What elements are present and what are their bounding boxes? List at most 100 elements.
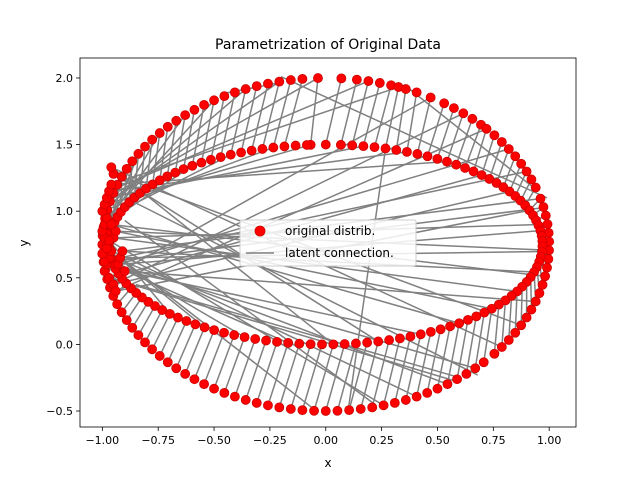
data-point xyxy=(490,131,499,140)
data-point xyxy=(413,149,422,158)
data-point xyxy=(262,336,271,345)
latent-connection-line xyxy=(314,344,333,410)
data-point xyxy=(206,155,215,164)
data-point xyxy=(128,157,137,166)
data-point xyxy=(461,163,470,172)
data-point xyxy=(511,328,520,337)
data-point xyxy=(329,340,338,349)
data-point xyxy=(275,77,284,86)
data-point xyxy=(141,338,150,347)
data-point xyxy=(148,345,157,354)
data-point xyxy=(412,392,421,401)
data-point xyxy=(258,144,267,153)
data-point xyxy=(479,358,488,367)
latent-connection-line xyxy=(204,333,224,384)
data-point xyxy=(535,289,544,298)
data-point xyxy=(395,334,404,343)
data-point xyxy=(363,338,372,347)
data-point xyxy=(541,272,550,281)
data-point xyxy=(241,85,250,94)
data-point xyxy=(241,395,250,404)
data-point xyxy=(348,141,357,150)
data-point xyxy=(155,351,164,360)
data-point xyxy=(497,343,506,352)
data-point xyxy=(442,157,451,166)
data-point xyxy=(171,168,180,177)
data-point xyxy=(374,337,383,346)
x-axis-label: x xyxy=(324,456,331,470)
data-point xyxy=(102,244,111,253)
data-point xyxy=(531,183,540,192)
data-point xyxy=(504,336,513,345)
data-point xyxy=(163,358,172,367)
data-point xyxy=(390,398,399,407)
data-point xyxy=(284,338,293,347)
y-tick-label: 2.0 xyxy=(56,72,74,85)
y-axis-label: y xyxy=(17,239,31,246)
data-point xyxy=(191,320,200,329)
latent-connection-line xyxy=(235,339,255,397)
data-point xyxy=(469,167,478,176)
data-point xyxy=(336,140,345,149)
data-point xyxy=(321,140,330,149)
data-point xyxy=(210,384,219,393)
data-point xyxy=(220,388,229,397)
data-point xyxy=(426,327,435,336)
latent-connection-line xyxy=(224,337,244,393)
data-point xyxy=(455,319,464,328)
data-point xyxy=(291,141,300,150)
data-point xyxy=(539,203,548,212)
data-point xyxy=(468,114,477,123)
data-point xyxy=(122,316,131,325)
latent-connection-line xyxy=(138,306,155,335)
data-point xyxy=(100,257,109,266)
data-point xyxy=(280,142,289,151)
data-point xyxy=(511,152,520,161)
data-point xyxy=(392,146,401,155)
latent-connection-line xyxy=(372,340,389,407)
data-point xyxy=(230,88,239,97)
data-point xyxy=(541,211,550,220)
data-point xyxy=(295,339,304,348)
x-tick-label: 0.50 xyxy=(425,434,450,447)
x-tick-label: 1.00 xyxy=(537,434,562,447)
data-point xyxy=(251,334,260,343)
data-point xyxy=(381,144,390,153)
y-tick-label: 0.0 xyxy=(56,338,74,351)
x-tick-label: 0.75 xyxy=(481,434,506,447)
data-point xyxy=(263,79,272,88)
data-point xyxy=(298,406,307,415)
data-point xyxy=(463,315,472,324)
data-point xyxy=(356,404,365,413)
legend-label-original-distrib: original distrib. xyxy=(285,224,375,238)
data-point xyxy=(247,146,256,155)
data-point xyxy=(179,165,188,174)
latent-connection-line xyxy=(176,324,195,368)
data-point xyxy=(416,330,425,339)
data-point xyxy=(275,403,284,412)
data-point xyxy=(172,116,181,125)
data-point xyxy=(220,92,229,101)
latent-connection-line xyxy=(194,330,214,379)
latent-connection-line xyxy=(136,284,460,377)
latent-connection-line xyxy=(348,145,386,411)
y-tick-label: 1.0 xyxy=(56,205,74,218)
data-point xyxy=(200,323,209,332)
latent-connection-line xyxy=(268,343,288,405)
data-point xyxy=(226,150,235,159)
data-point xyxy=(181,111,190,120)
data-point xyxy=(472,312,481,321)
data-point xyxy=(482,124,491,133)
data-point xyxy=(517,321,526,330)
data-point xyxy=(134,149,143,158)
data-point xyxy=(531,297,540,306)
data-point xyxy=(163,122,172,131)
data-point xyxy=(536,194,545,203)
data-point xyxy=(252,398,261,407)
data-point xyxy=(375,78,384,87)
data-point xyxy=(306,340,315,349)
data-point xyxy=(113,300,122,309)
data-point xyxy=(181,369,190,378)
data-point xyxy=(527,305,536,314)
data-point xyxy=(141,142,150,151)
